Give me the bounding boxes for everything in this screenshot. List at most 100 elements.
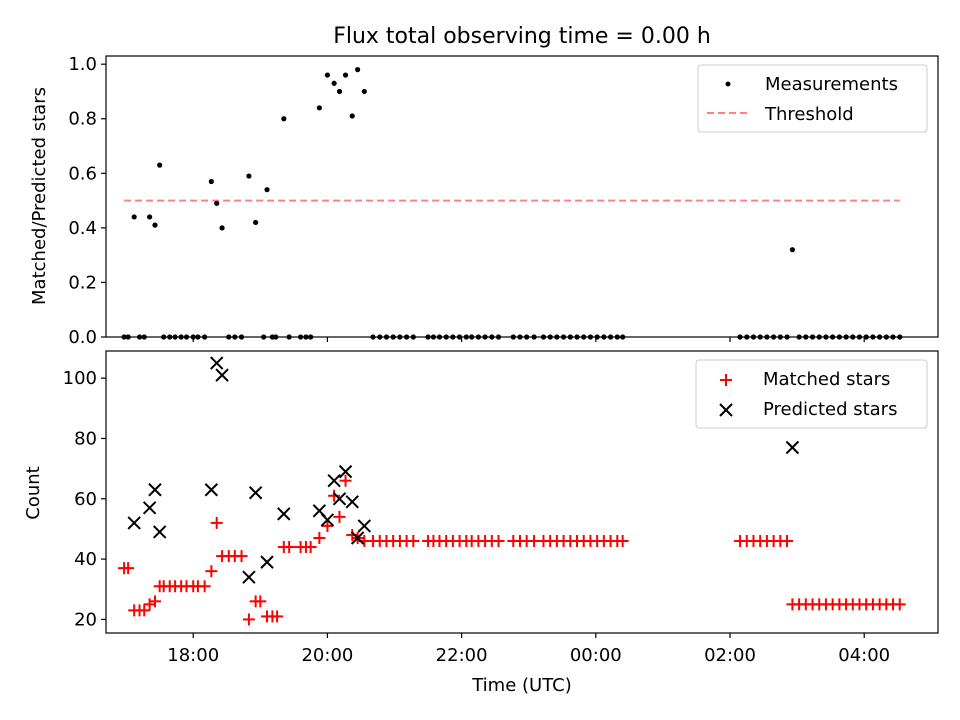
measurement-point [457, 334, 463, 340]
predicted-star-point [345, 495, 359, 509]
bottom-y-tick-label: 60 [74, 489, 97, 510]
measurement-point [607, 334, 614, 340]
predicted-star-point [785, 440, 800, 455]
measurement-point [809, 334, 816, 340]
bottom-legend: Matched stars Predicted stars [695, 359, 928, 429]
legend-measurements-label: Measurements [765, 74, 898, 95]
measurement-point [784, 334, 790, 340]
matched-star-point [407, 535, 420, 548]
measurement-point [877, 334, 883, 340]
matched-star-point [148, 595, 161, 608]
measurement-point [403, 334, 410, 340]
x-tick-label: 04:00 [838, 645, 890, 666]
matched-star-point [198, 580, 211, 593]
measurement-point [850, 334, 856, 340]
matched-star-point [235, 550, 248, 563]
measurement-point [377, 334, 383, 340]
measurement-point [342, 72, 349, 78]
measurement-point [517, 334, 523, 340]
measurement-point [443, 334, 449, 340]
measurement-point [750, 334, 757, 340]
measurement-point [308, 334, 314, 340]
bottom-y-tick-label: 20 [74, 609, 97, 630]
measurement-point [789, 247, 796, 253]
measurement-point [531, 334, 537, 340]
measurement-point [554, 334, 560, 340]
measurement-point [883, 334, 889, 340]
top-panel: 0.0 0.2 0.4 0.6 0.8 1.0 Matched/Predicted sta… [29, 54, 939, 348]
matched-star-point [122, 562, 135, 575]
matched-star-point [254, 595, 267, 608]
measurement-point [390, 334, 396, 340]
measurement-point [561, 334, 567, 340]
measurement-point [771, 334, 777, 340]
measurement-point [524, 334, 530, 340]
predicted-star-point [277, 507, 291, 521]
top-y-axis: 0.0 0.2 0.4 0.6 0.8 1.0 [68, 54, 106, 348]
measurements-series [121, 67, 903, 340]
measurement-point [823, 334, 829, 340]
matched-star-point [328, 489, 341, 502]
bottom-legend-box [695, 359, 928, 429]
predicted-star-point [142, 501, 157, 515]
bottom-x-axis: 18:00 20:00 22:00 00:00 02:00 04:00 [167, 633, 890, 666]
measurement-point [489, 334, 495, 340]
matched-star-point [333, 510, 346, 523]
measurement-point [540, 334, 547, 340]
x-tick-label: 22:00 [436, 645, 488, 666]
matched-star-point [321, 519, 334, 532]
measurement-point [397, 334, 403, 340]
measurement-point [567, 334, 573, 340]
measurement-point [349, 113, 355, 119]
measurement-point [475, 334, 481, 340]
measurement-point [856, 334, 863, 340]
top-legend-box [697, 64, 928, 133]
matched-star-point [242, 613, 255, 626]
predicted-star-point [152, 525, 167, 539]
measurement-point [303, 334, 309, 340]
legend-matched-label: Matched stars [763, 369, 890, 390]
measurement-point [125, 334, 131, 340]
measurement-point [147, 214, 153, 220]
legend-measurements-marker [725, 81, 731, 87]
measurement-point [430, 334, 437, 340]
predicted-star-point [215, 368, 229, 382]
figure-title: Flux total observing time = 0.00 h [333, 24, 711, 49]
measurement-point [136, 334, 143, 340]
top-y-tick-label: 0.8 [68, 109, 97, 130]
measurement-point [253, 219, 259, 226]
top-y-axis-label: Matched/Predicted stars [29, 87, 50, 305]
measurement-point [601, 334, 607, 340]
measurement-point [587, 334, 594, 340]
predicted-star-point [260, 555, 274, 569]
predicted-star-point [350, 531, 365, 545]
measurement-point [172, 334, 178, 340]
predicted-star-point [210, 356, 224, 370]
measurement-point [897, 334, 903, 340]
measurement-point [324, 72, 331, 78]
measurement-point [614, 334, 620, 340]
measurement-point [482, 334, 488, 340]
matched-star-point [313, 531, 326, 544]
measurement-point [297, 334, 304, 340]
matched-star-point [210, 516, 223, 529]
measurement-point [121, 334, 127, 340]
measurement-point [195, 334, 201, 340]
bottom-y-tick-label: 40 [74, 549, 97, 570]
bottom-y-tick-label: 100 [63, 368, 97, 389]
measurement-point [178, 334, 184, 340]
measurement-point [183, 334, 190, 340]
measurement-point [436, 334, 443, 340]
x-tick-label: 20:00 [301, 645, 353, 666]
measurement-point [816, 334, 822, 340]
x-tick-label: 18:00 [167, 645, 219, 666]
x-tick-label: 02:00 [704, 645, 756, 666]
measurement-point [870, 334, 876, 340]
predicted-star-point [148, 483, 162, 497]
predicted-star-point [248, 486, 263, 500]
measurement-point [152, 222, 158, 228]
legend-predicted-marker [719, 403, 733, 417]
predicted-star-point [338, 464, 353, 479]
predicted-star-point [204, 483, 219, 497]
measurement-point [574, 334, 580, 340]
